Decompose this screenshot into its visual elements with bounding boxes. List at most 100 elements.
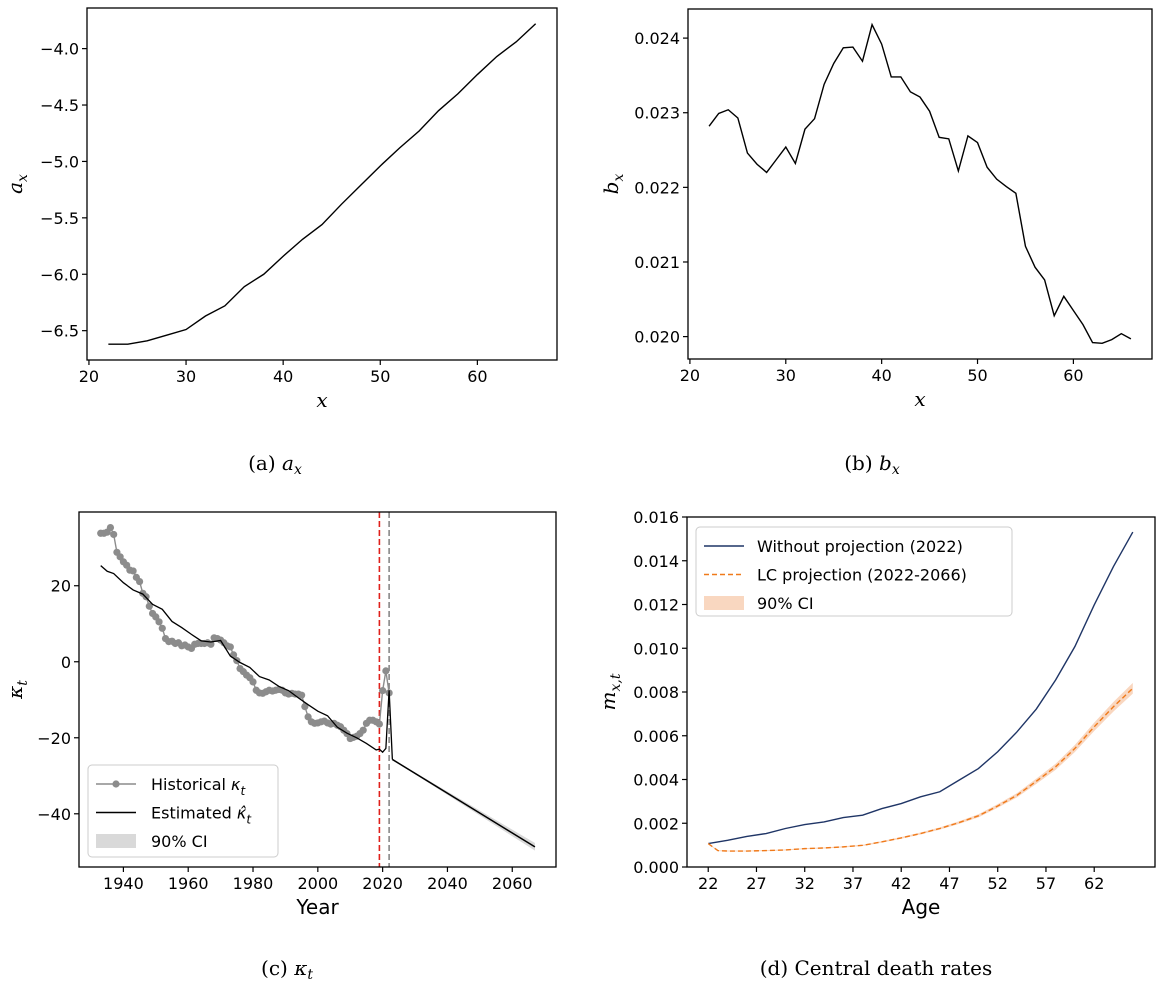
panel-a: 20 30 40 50 60−6.5−6.0−5.5−5.0−4.5−4.0xax(a)… <box>3 7 558 478</box>
legend-text: Estimated <box>151 804 237 823</box>
x-tick-label: 1960 <box>168 874 209 893</box>
y-axis-label: ax <box>3 174 31 194</box>
y-axis-label: κt <box>3 680 31 700</box>
historical-point <box>158 624 166 632</box>
historical-point <box>301 703 309 711</box>
historical-point <box>382 667 390 675</box>
subfigure-caption: (b) bx <box>844 451 900 478</box>
series-line-0 <box>708 22 1132 345</box>
subfigure-caption: (d) Central death rates <box>760 956 993 980</box>
y-tick-label: −4.5 <box>40 96 79 115</box>
x-tick-label: 30 <box>176 367 196 386</box>
caption-label: (c) <box>261 956 294 980</box>
caption-symbol: κ <box>293 956 307 980</box>
y-label-base: b <box>599 182 623 195</box>
legend-swatch-ci <box>704 596 744 610</box>
caption-subscript: t <box>307 967 313 981</box>
plot-area <box>707 531 1134 852</box>
axes-frame <box>86 7 558 361</box>
historical-point <box>145 602 153 610</box>
x-tick-label: 20 <box>680 366 700 385</box>
series-line-0 <box>108 23 537 345</box>
panel-c: 1940 1960 1980 2000 2020 2040 2060 −40 −20 0 20 Yea… <box>3 511 557 981</box>
x-tick-label: 32 <box>795 874 815 893</box>
legend-swatch-ci <box>96 834 136 848</box>
x-tick-label: 50 <box>967 366 987 385</box>
y-tick-label: 0.023 <box>634 104 680 123</box>
historical-point <box>106 523 115 532</box>
y-tick-label: 0.004 <box>633 771 679 790</box>
historical-point <box>375 720 383 728</box>
x-tick-label: 57 <box>1036 874 1056 893</box>
series-line-0 <box>708 531 1134 845</box>
legend-entry: Estimated κ̂t <box>96 804 252 827</box>
x-tick-label: 47 <box>939 874 959 893</box>
x-tick-label: 60 <box>1063 366 1083 385</box>
x-axis-label: Year <box>295 895 339 919</box>
x-tick-label: 40 <box>871 366 891 385</box>
caption-label: (a) <box>248 451 282 475</box>
y-label-base: m <box>596 692 620 711</box>
caption-label: (d) Central death rates <box>760 956 993 980</box>
y-axis-label: bx <box>599 174 627 195</box>
legend-symbol: κ̂ <box>237 804 247 823</box>
caption-label: (b) <box>844 451 879 475</box>
historical-point <box>249 678 257 686</box>
x-axis-label: x <box>914 387 925 411</box>
x-tick-label: 52 <box>988 874 1008 893</box>
y-tick-label: −6.5 <box>40 322 79 341</box>
x-tick-label: 27 <box>746 874 766 893</box>
legend-label: Historical κt <box>151 775 246 798</box>
legend-marker <box>112 780 120 788</box>
legend: Without projection (2022) LC projection (… <box>695 526 1013 617</box>
projection-line <box>391 758 536 848</box>
historical-point <box>135 577 144 586</box>
historical-point <box>155 618 163 626</box>
y-tick-label: 0.016 <box>633 508 679 527</box>
y-label-base: a <box>3 182 27 194</box>
historical-point <box>298 691 306 699</box>
estimated-line <box>100 565 394 760</box>
legend-text: 90% CI <box>151 832 208 851</box>
historical-point <box>129 567 137 575</box>
legend-label: LC projection (2022-2066) <box>757 566 967 585</box>
y-tick-label: −4.0 <box>40 40 79 59</box>
x-tick-label: 22 <box>698 874 718 893</box>
y-tick-label: 0.000 <box>633 858 679 877</box>
x-tick-label: 42 <box>891 874 911 893</box>
caption-symbol: a <box>282 451 294 475</box>
y-tick-label: 20 <box>51 577 71 596</box>
plot-area <box>108 23 537 345</box>
y-label-subscript: x,t <box>608 673 624 691</box>
x-tick-label: 20 <box>79 367 99 386</box>
y-axis-label: mx,t <box>596 673 624 710</box>
y-tick-label: 0.012 <box>633 596 679 615</box>
legend-entry: 90% CI <box>96 832 208 851</box>
legend-entry: Without projection (2022) <box>704 537 963 556</box>
y-tick-label: 0.024 <box>634 29 680 48</box>
x-tick-label: 62 <box>1084 874 1104 893</box>
y-tick-label: 0.020 <box>634 328 680 347</box>
y-tick-label: −5.5 <box>40 209 79 228</box>
y-label-base: κ <box>3 686 27 700</box>
x-tick-label: 2020 <box>362 874 403 893</box>
y-label-subscript: t <box>15 680 31 686</box>
historical-line <box>100 526 390 740</box>
y-tick-label: −20 <box>37 729 71 748</box>
y-label-subscript: x <box>15 174 31 182</box>
y-tick-label: −6.0 <box>40 265 79 284</box>
historical-point <box>110 530 118 539</box>
x-tick-label: 1980 <box>233 874 274 893</box>
x-tick-label: 50 <box>370 367 390 386</box>
panel-b: 20 30 40 50 600.0200.0210.0220.0230.024xbx(b… <box>599 8 1153 478</box>
legend-label: 90% CI <box>757 594 814 613</box>
historical-point <box>226 643 234 651</box>
x-axis-label: x <box>316 388 327 412</box>
y-label-subscript: x <box>611 174 627 182</box>
y-tick-label: 0.022 <box>634 178 680 197</box>
x-axis-label: Age <box>902 895 941 919</box>
caption-subscript: x <box>892 462 900 478</box>
y-tick-label: −40 <box>37 805 71 824</box>
legend-label: 90% CI <box>151 832 208 851</box>
